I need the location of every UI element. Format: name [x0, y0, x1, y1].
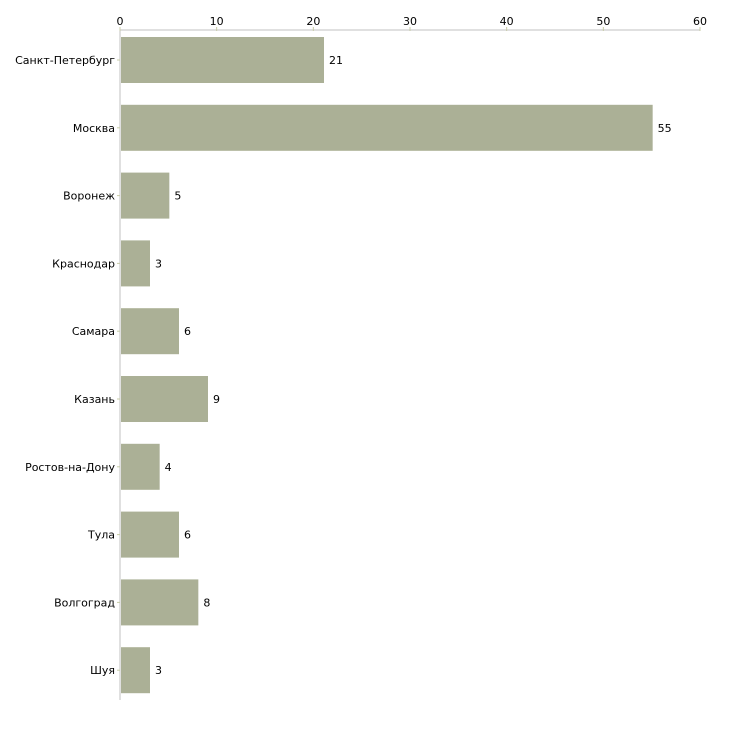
category-label: Шуя — [90, 664, 115, 677]
category-label: Самара — [72, 325, 115, 338]
value-label: 55 — [658, 122, 672, 135]
bar — [121, 511, 179, 558]
category-label: Ростов-на-Дону — [25, 461, 115, 474]
bar — [121, 647, 150, 694]
x-tick-label: 20 — [306, 15, 320, 28]
bar — [121, 308, 179, 355]
bar — [121, 172, 170, 219]
x-tick-label: 10 — [210, 15, 224, 28]
x-tick-label: 50 — [596, 15, 610, 28]
value-label: 6 — [184, 325, 191, 338]
x-tick-label: 0 — [117, 15, 124, 28]
bar — [121, 579, 199, 626]
x-tick-label: 40 — [500, 15, 514, 28]
bar — [121, 376, 208, 422]
category-label: Волгоград — [54, 596, 115, 609]
x-tick-label: 30 — [403, 15, 417, 28]
value-label: 6 — [184, 529, 191, 542]
category-label: Москва — [73, 122, 115, 135]
value-label: 3 — [155, 257, 162, 270]
value-label: 5 — [174, 190, 181, 203]
value-label: 3 — [155, 664, 162, 677]
category-label: Казань — [74, 393, 115, 406]
bar — [121, 104, 653, 151]
value-label: 9 — [213, 393, 220, 406]
category-label: Санкт-Петербург — [15, 54, 115, 67]
x-tick-label: 60 — [693, 15, 707, 28]
value-label: 21 — [329, 54, 343, 67]
category-label: Тула — [87, 529, 115, 542]
value-label: 4 — [165, 461, 172, 474]
bar — [121, 443, 160, 490]
value-label: 8 — [203, 596, 210, 609]
category-label: Краснодар — [52, 257, 115, 270]
bar — [121, 240, 150, 287]
category-label: Воронеж — [63, 190, 115, 203]
bar — [121, 37, 324, 83]
